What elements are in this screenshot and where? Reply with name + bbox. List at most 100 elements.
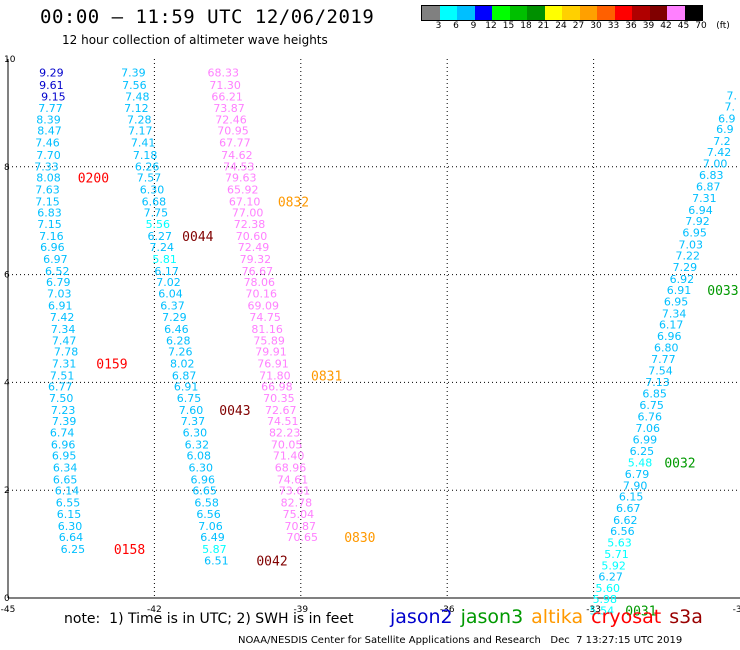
- swh-value-label: 7.02: [156, 276, 181, 289]
- swh-value-label: 5.71: [604, 548, 629, 561]
- swh-value-label: 6.79: [625, 468, 650, 481]
- x-tick-label: -39: [293, 605, 308, 615]
- y-tick-label: 10: [4, 55, 16, 65]
- satellite-legend: jason2 jason3 altika cryosat s3a: [390, 606, 711, 628]
- swh-value-label: 74.51: [267, 415, 299, 428]
- colorbar-tick-label: 45: [677, 21, 690, 31]
- pass-time-label: 0159: [96, 358, 127, 373]
- swh-value-label: 5.56: [146, 218, 171, 231]
- swh-value-label: 6.96: [657, 330, 682, 343]
- swh-value-label: 7.06: [198, 520, 223, 533]
- swh-value-label: 82.78: [281, 497, 313, 510]
- swh-value-label: 6.75: [639, 399, 664, 412]
- swh-value-label: 69.09: [247, 299, 279, 312]
- swh-value-label: 7.34: [51, 323, 76, 336]
- swh-value-label: 6.62: [613, 514, 638, 527]
- swh-value-label: 6.28: [166, 334, 191, 347]
- chart-title: 00:00 – 11:59 UTC 12/06/2019: [40, 6, 375, 28]
- chart-subtitle: 12 hour collection of altimeter wave hei…: [62, 33, 328, 47]
- swh-value-label: 74.75: [249, 311, 281, 324]
- swh-value-label: 5.92: [601, 560, 626, 573]
- swh-value-label: 6.14: [55, 485, 80, 498]
- colorbar-swatch: [597, 6, 615, 20]
- swh-value-label: 6.27: [598, 570, 623, 583]
- swh-value-label: 6.68: [142, 195, 167, 208]
- colorbar-swatch: [667, 6, 685, 20]
- y-tick-label: 6: [4, 271, 10, 281]
- swh-value-label: 7.29: [162, 311, 187, 324]
- swh-value-label: 8.02: [170, 358, 195, 371]
- colorbar-tick-label: 33: [607, 21, 620, 31]
- swh-value-label: 6.04: [158, 287, 183, 300]
- swh-value-label: 68.33: [207, 66, 239, 79]
- swh-value-label: 6.25: [61, 543, 86, 556]
- pass-time-label: 0831: [311, 369, 342, 384]
- swh-value-label: 7.48: [125, 91, 150, 104]
- swh-value-label: 6.85: [642, 388, 667, 401]
- swh-value-label: 6.34: [53, 462, 78, 475]
- colorbar-tick-label: 24: [555, 21, 567, 31]
- swh-value-label: 78.06: [244, 276, 276, 289]
- colorbar-unit-label: (ft): [716, 21, 730, 31]
- swh-value-label: 7.33: [34, 160, 59, 173]
- colorbar-tick-label: 9: [470, 21, 477, 31]
- swh-value-label: 66.98: [261, 381, 293, 394]
- swh-value-label: 6.17: [659, 319, 684, 332]
- swh-value-label: 6.94: [688, 204, 713, 217]
- swh-value-label: 7.28: [127, 113, 152, 126]
- swh-value-label: 7.50: [49, 392, 74, 405]
- pass-time-label: 0032: [664, 457, 695, 472]
- swh-value-label: 7.17: [128, 125, 153, 138]
- swh-value-label: 6.56: [610, 525, 635, 538]
- swh-value-label: 7.77: [38, 102, 63, 115]
- swh-value-label: 66.21: [211, 91, 243, 104]
- swh-value-label: 6.25: [630, 445, 655, 458]
- swh-value-label: 6.91: [48, 299, 73, 312]
- swh-value-label: 71.40: [273, 450, 305, 463]
- swh-value-label: 7.51: [50, 369, 75, 382]
- swh-value-label: 6.65: [53, 473, 78, 486]
- colorbar-tick-label: 39: [642, 21, 655, 31]
- colorbar-swatch: [527, 6, 545, 20]
- swh-value-label: 6.15: [57, 508, 82, 521]
- swh-value-label: 72.49: [238, 241, 270, 254]
- swh-value-label: 6.97: [43, 253, 68, 266]
- legend-jason2: jason2: [390, 606, 453, 628]
- swh-value-label: 6.30: [189, 462, 214, 475]
- swh-value-label: 7.60: [179, 404, 204, 417]
- swh-value-label: 7.26: [168, 346, 193, 359]
- colorbar-tick-label: 3: [435, 21, 442, 31]
- y-tick-label: 0: [4, 594, 10, 604]
- colorbar-swatch: [562, 6, 580, 20]
- colorbar-tick-label: 36: [625, 21, 637, 31]
- swh-value-label: 6.49: [200, 531, 225, 544]
- legend-altika: altika: [531, 606, 584, 628]
- swh-value-label: 65.92: [227, 183, 259, 196]
- swh-value-label: 72.46: [215, 113, 247, 126]
- colorbar-swatch: [684, 6, 702, 20]
- swh-value-label: 7.31: [692, 192, 717, 205]
- swh-value-label: 7.42: [707, 146, 732, 159]
- swh-value-label: 72.67: [265, 404, 297, 417]
- swh-value-label: 7.16: [39, 230, 64, 243]
- x-tick-label: -30: [733, 605, 740, 615]
- swh-value-label: 7.00: [703, 158, 728, 171]
- swh-value-label: 6.87: [696, 181, 721, 194]
- swh-value-label: 6.55: [56, 497, 81, 510]
- swh-value-label: 6.56: [196, 508, 221, 521]
- x-tick-label: -45: [1, 605, 16, 615]
- swh-value-label: 5.60: [596, 582, 621, 595]
- pass-time-label: 0031: [625, 604, 656, 619]
- swh-value-label: 6.37: [160, 299, 185, 312]
- swh-value-label: 6.80: [654, 341, 679, 354]
- swh-value-label: 6.30: [58, 520, 83, 533]
- pass-time-label: 0832: [278, 195, 309, 210]
- colorbar-swatch: [632, 6, 650, 20]
- swh-value-label: 6.95: [682, 227, 707, 240]
- swh-value-label: 7.29: [673, 261, 698, 274]
- swh-value-label: 6.15: [619, 491, 644, 504]
- swh-value-label: 73.87: [213, 102, 245, 115]
- swh-value-label: 7.2: [713, 135, 731, 148]
- swh-value-label: 7.23: [51, 404, 76, 417]
